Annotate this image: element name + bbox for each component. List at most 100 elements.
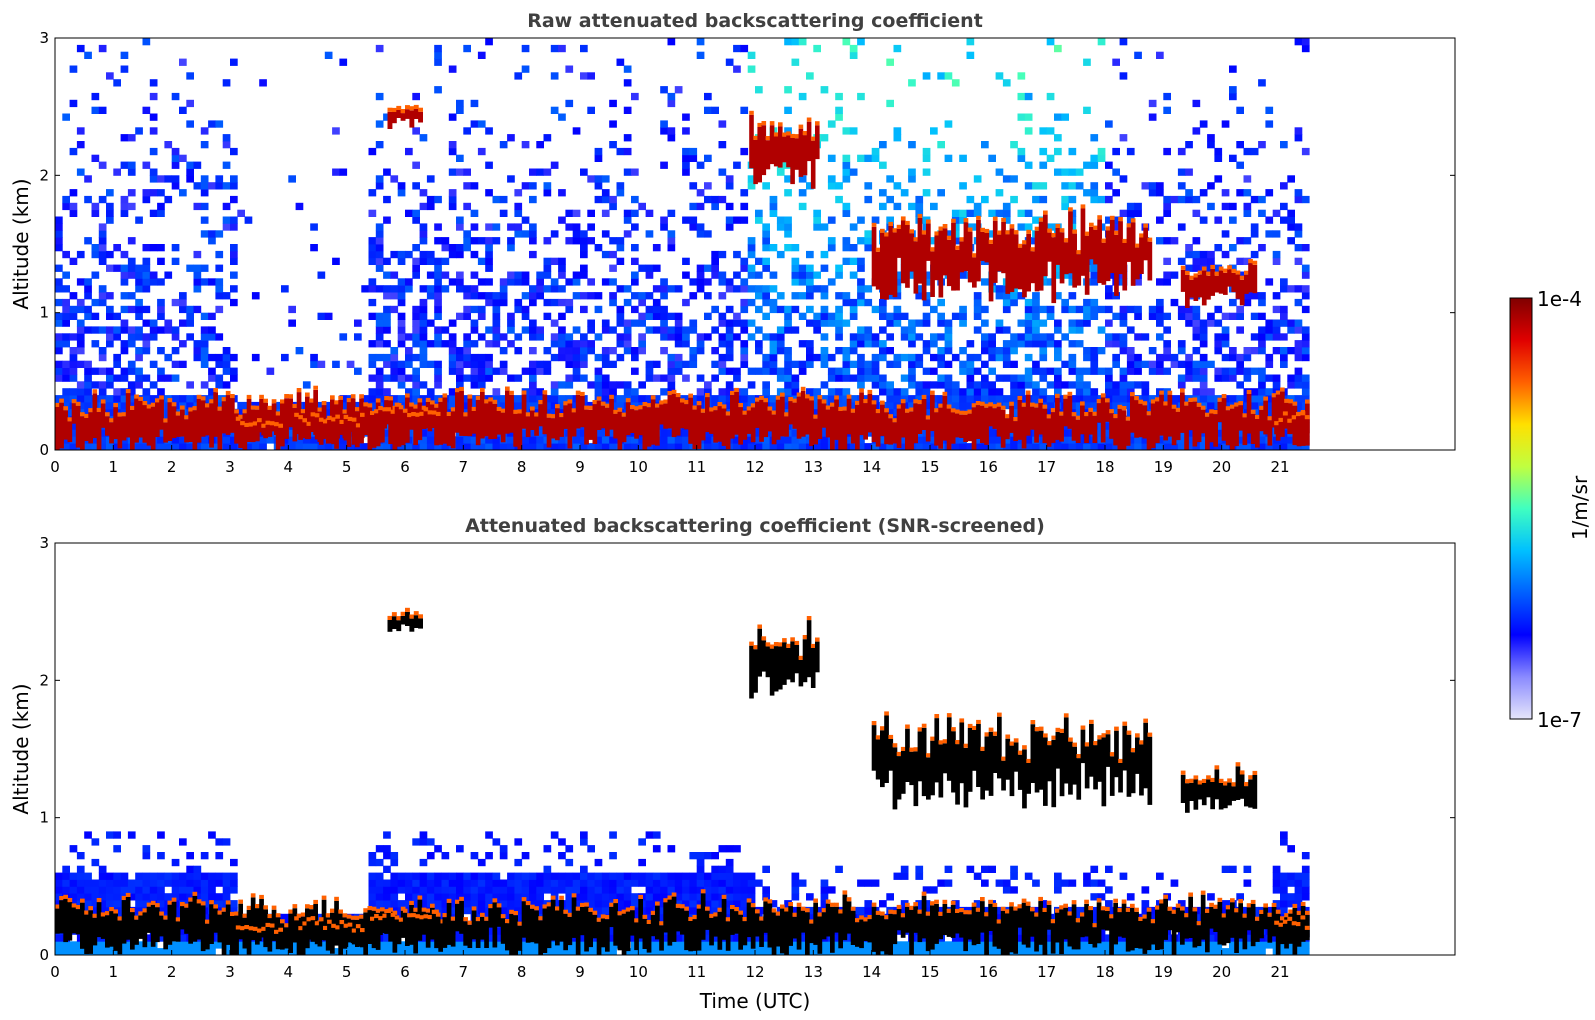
heatmap-cell [157, 879, 165, 887]
cloud-cell [387, 111, 393, 129]
heatmap-cell [1214, 367, 1223, 375]
heatmap-cell [1156, 237, 1164, 245]
cloud-cell [402, 412, 408, 426]
heatmap-cell [893, 271, 902, 279]
heatmap-cell [412, 326, 420, 334]
heatmap-cell [1272, 326, 1281, 334]
heatmap-cell [1258, 340, 1266, 348]
heatmap-cell [784, 319, 792, 327]
heatmap-cell [1112, 216, 1120, 224]
heatmap-cell [1090, 388, 1099, 396]
heatmap-cell [157, 202, 165, 211]
cloud-edge-cell [125, 389, 131, 394]
cloud-cell [1121, 410, 1127, 450]
heatmap-cell [507, 374, 515, 382]
heatmap-cell [419, 395, 428, 403]
heatmap-cell [616, 58, 625, 66]
heatmap-cell [704, 292, 712, 300]
heatmap-cell [434, 312, 442, 320]
heatmap-cell [390, 285, 399, 293]
heatmap-cell [62, 340, 70, 348]
cloud-cell [411, 416, 416, 427]
heatmap-cell [667, 127, 676, 135]
cloud-cell [871, 226, 877, 287]
heatmap-cell [84, 305, 92, 314]
cloud-cell [1042, 408, 1048, 444]
heatmap-cell [594, 292, 603, 300]
heatmap-cell [580, 333, 588, 341]
cloud-cell [888, 418, 893, 445]
heatmap-cell [704, 278, 712, 286]
heatmap-cell [718, 292, 727, 300]
heatmap-cell [813, 271, 821, 279]
heatmap-cell [893, 278, 902, 286]
cloud-cell [546, 417, 552, 448]
heatmap-cell [1032, 319, 1040, 327]
heatmap-cell [215, 278, 224, 286]
heatmap-cell [689, 319, 698, 327]
heatmap-cell [580, 271, 588, 279]
panel1-y-label: Altitude (km) [9, 178, 33, 309]
cloud-cell [538, 404, 543, 427]
heatmap-cell [1046, 312, 1055, 320]
heatmap-cell [580, 264, 588, 272]
heatmap-cell [543, 264, 552, 272]
heatmap-cell [339, 443, 348, 450]
heatmap-cell [1236, 443, 1244, 450]
heatmap-cell [1301, 271, 1310, 279]
heatmap-cell [864, 340, 873, 348]
heatmap-cell [879, 353, 887, 362]
heatmap-cell [405, 347, 413, 355]
heatmap-cell [434, 278, 442, 286]
heatmap-cell [1287, 209, 1295, 217]
heatmap-cell [456, 285, 464, 293]
cloud-edge-cell [1185, 270, 1190, 275]
cloud-edge-cell [1121, 406, 1127, 411]
cloud-edge-cell [1238, 401, 1243, 406]
heatmap-cell [631, 388, 639, 396]
cloud-edge-cell [925, 415, 931, 420]
heatmap-cell [200, 948, 209, 955]
cloud-cell [500, 412, 506, 443]
heatmap-cell [922, 271, 931, 279]
heatmap-cell [893, 127, 902, 135]
cloud-edge-cell [359, 394, 364, 399]
cloud-edge-cell [121, 412, 127, 417]
heatmap-cell [215, 230, 224, 238]
heatmap-cell [1010, 340, 1018, 348]
heatmap-cell [1046, 223, 1055, 231]
heatmap-cell [1090, 278, 1099, 286]
cloud-cell [105, 416, 110, 436]
cloud-cell [976, 219, 981, 282]
heatmap-cell [667, 326, 676, 334]
heatmap-cell [1192, 374, 1201, 382]
heatmap-cell [1272, 230, 1281, 238]
heatmap-cell [1010, 401, 1018, 410]
heatmap-cell [426, 388, 435, 396]
heatmap-cell [1192, 195, 1201, 204]
cloud-edge-cell [975, 401, 981, 406]
cloud-edge-cell [930, 390, 935, 395]
heatmap-cell [1090, 182, 1099, 190]
heatmap-cell [572, 326, 581, 334]
cloud-edge-cell [221, 397, 227, 402]
cloud-edge-cell [950, 408, 956, 413]
heatmap-cell [886, 443, 894, 450]
heatmap-cell [857, 340, 865, 348]
heatmap-cell [142, 347, 151, 355]
heatmap-cell [1221, 374, 1230, 382]
heatmap-cell [84, 278, 92, 286]
heatmap-cell [434, 305, 442, 314]
heatmap-cell [1236, 189, 1244, 197]
heatmap-cell [434, 326, 442, 334]
heatmap-cell [1185, 429, 1193, 437]
cloud-cell [396, 407, 402, 447]
cloud-edge-cell [761, 121, 767, 126]
heatmap-cell [951, 443, 960, 450]
heatmap-cell [55, 319, 63, 327]
heatmap-cell [164, 175, 173, 183]
heatmap-cell [536, 367, 544, 375]
heatmap-cell [164, 879, 173, 887]
heatmap-cell [1199, 189, 1208, 197]
cloud-cell [375, 402, 381, 447]
